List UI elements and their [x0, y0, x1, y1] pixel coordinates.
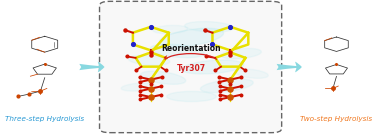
FancyBboxPatch shape [99, 1, 282, 133]
Ellipse shape [185, 22, 234, 32]
Ellipse shape [221, 48, 261, 59]
Ellipse shape [141, 71, 186, 84]
Text: Three-step Hydrolysis: Three-step Hydrolysis [5, 116, 84, 122]
Ellipse shape [153, 25, 188, 34]
Ellipse shape [167, 91, 216, 102]
Ellipse shape [128, 55, 170, 65]
Ellipse shape [235, 69, 268, 78]
Text: Reorientation: Reorientation [162, 44, 221, 53]
Ellipse shape [160, 28, 224, 47]
Ellipse shape [150, 44, 204, 58]
Text: Tyr307: Tyr307 [177, 64, 206, 73]
Ellipse shape [121, 83, 156, 91]
Ellipse shape [200, 79, 253, 93]
Text: Two-step Hydrolysis: Two-step Hydrolysis [301, 116, 373, 122]
Ellipse shape [182, 60, 244, 74]
